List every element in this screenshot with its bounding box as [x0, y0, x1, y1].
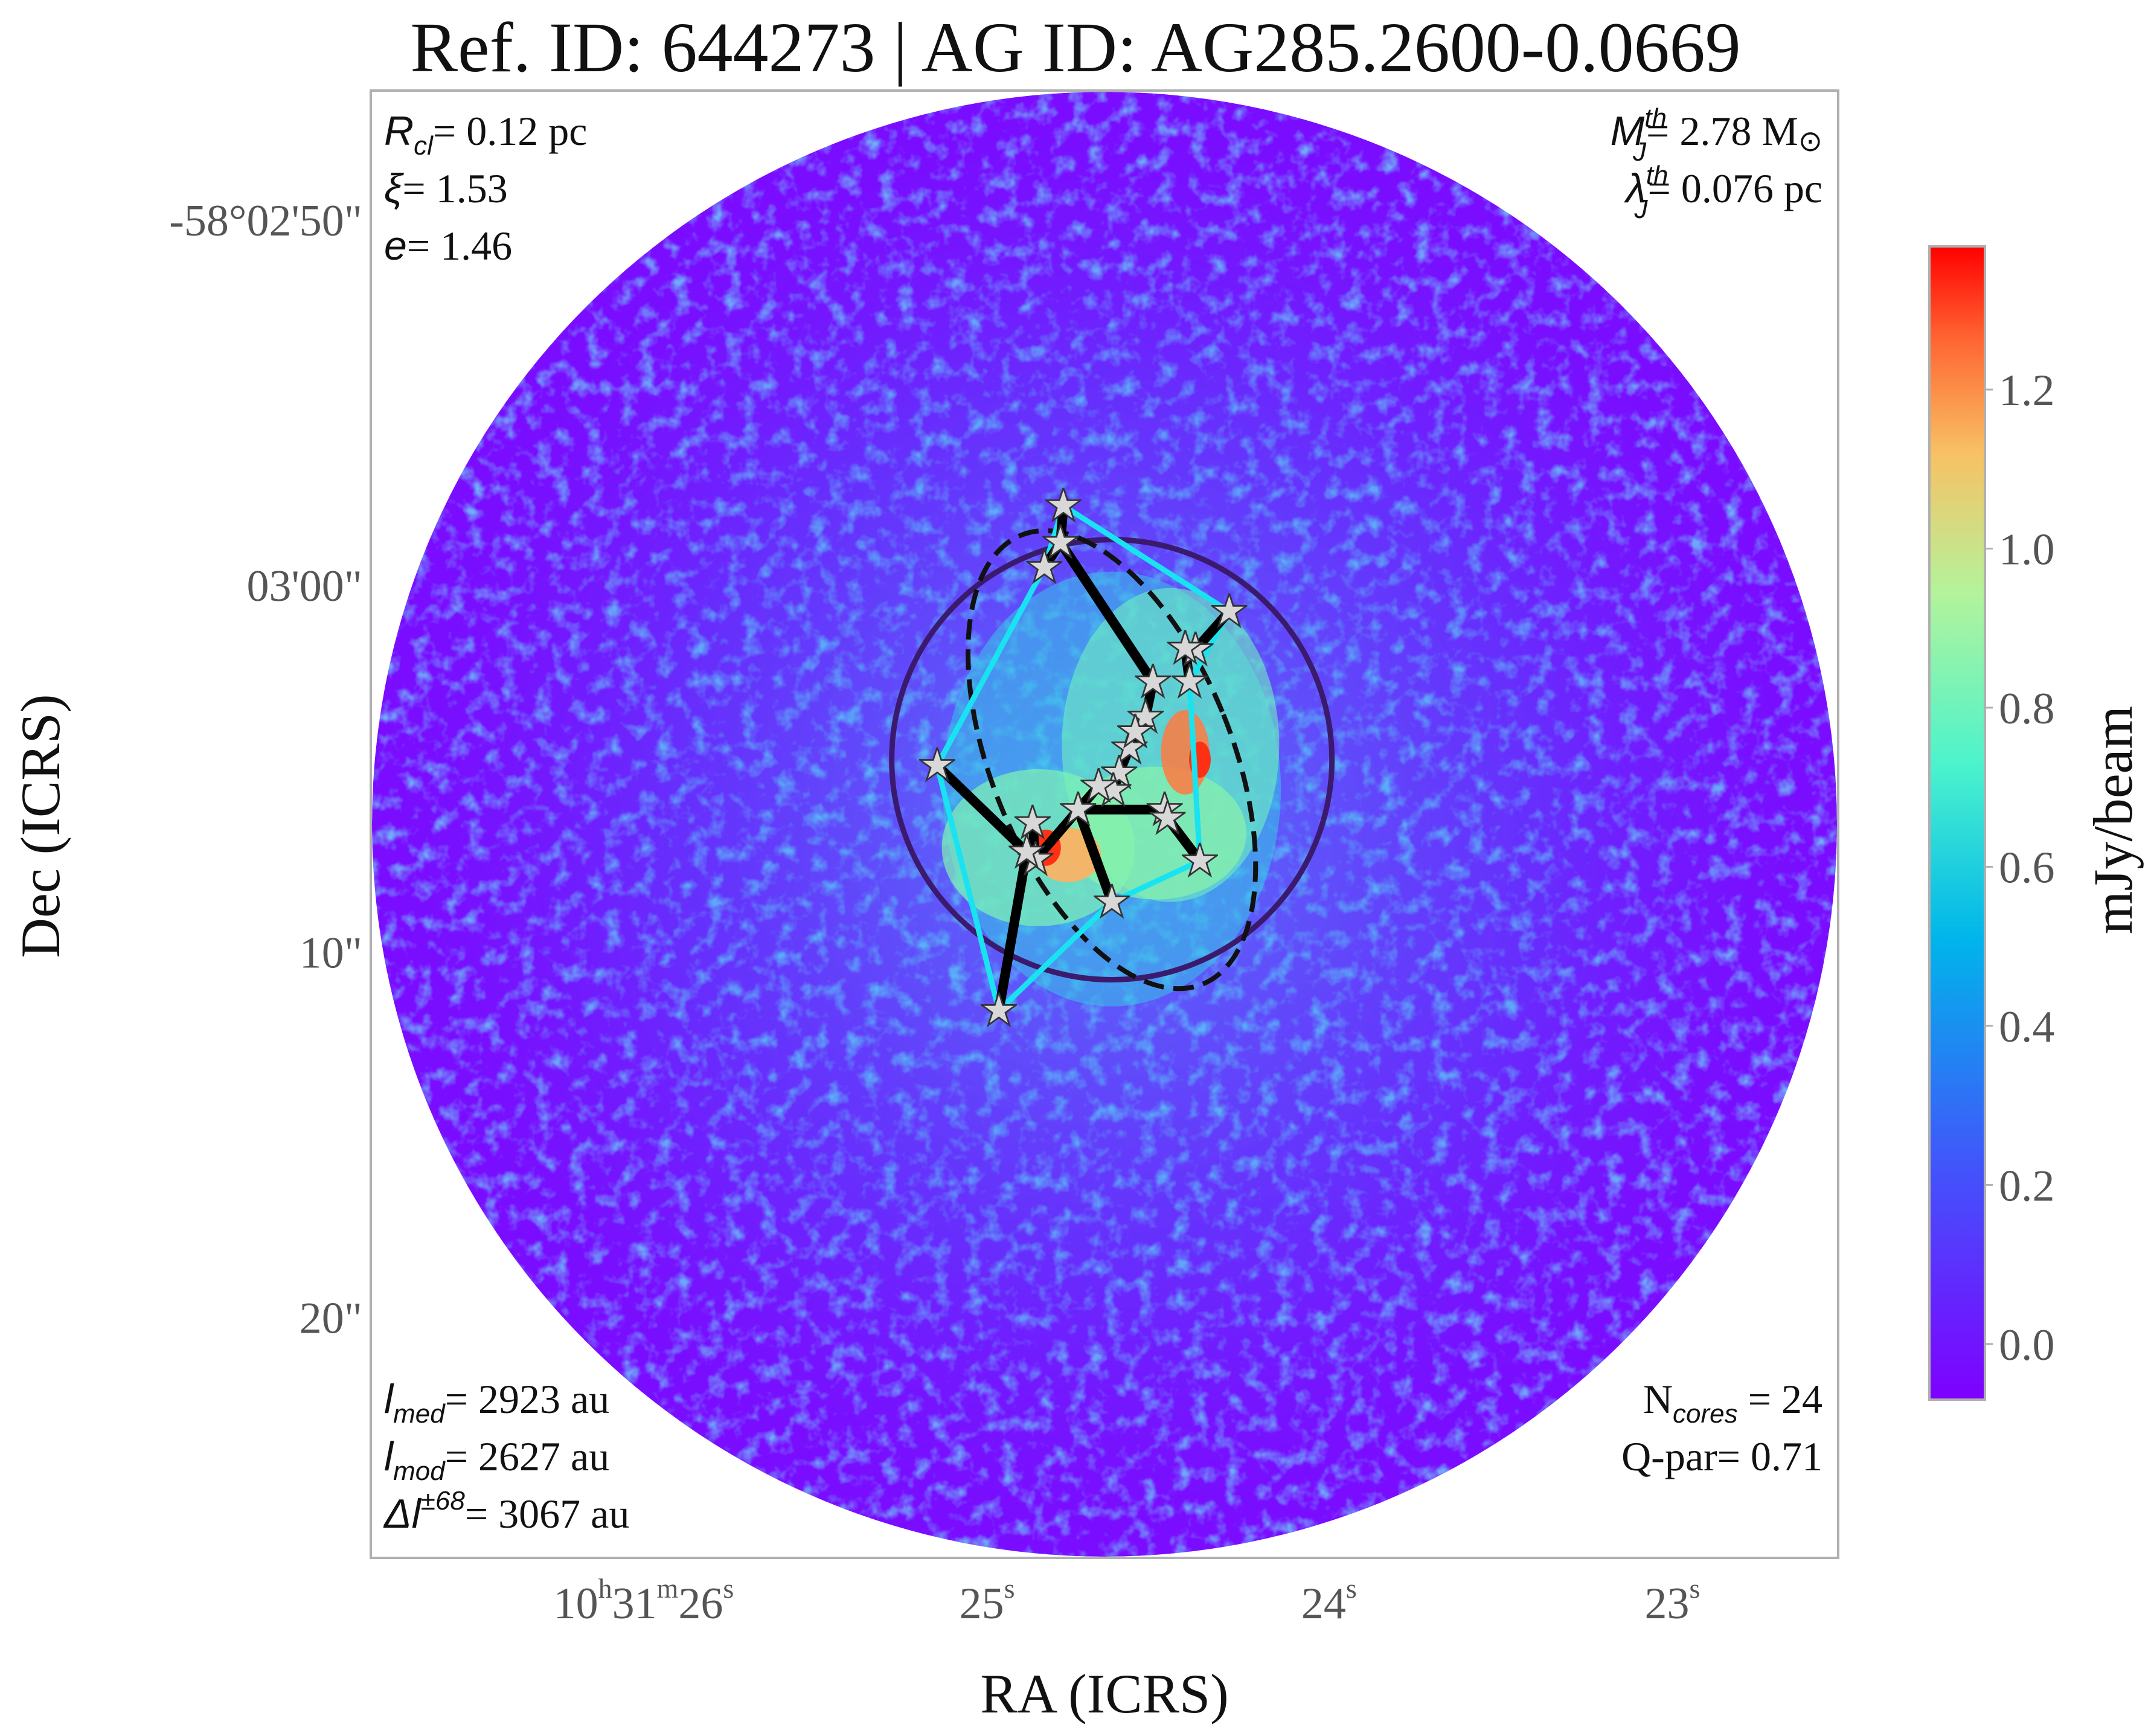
annotation-top-left: Rcl= 0.12 pc: [384, 108, 587, 161]
x-axis-label: RA (ICRS): [980, 1663, 1229, 1725]
annotation-top-left: ξ= 1.53: [384, 165, 508, 211]
x-tick-label: 24s: [1301, 1573, 1357, 1629]
annotation-bottom-right: Q-par= 0.71: [1621, 1433, 1822, 1479]
y-axis-label: Dec (ICRS): [10, 694, 71, 958]
annotation-bottom-left: lmed= 2923 au: [384, 1376, 609, 1429]
mst-edge: [932, 760, 1032, 857]
emission-map: [372, 92, 1837, 1557]
colorbar-tick-label: 0.2: [1999, 1161, 2055, 1211]
y-tick-label: 10": [300, 928, 362, 978]
colorbar-ticks: 0.0 0.2 0.4 0.6 0.8 1.0 1.2: [1985, 366, 2055, 1370]
annotation-top-left: e= 1.46: [384, 223, 512, 269]
colorbar-label: mJy/beam: [2082, 706, 2144, 934]
fitted-ellipse: [966, 528, 1258, 991]
mst-edge: [1056, 537, 1158, 687]
x-tick-label: 10h31m26s: [554, 1573, 734, 1629]
annotation-bottom-left: lmod= 2627 au: [384, 1433, 609, 1486]
colorbar-tick-label: 1.2: [1999, 366, 2055, 415]
x-tick-label: 25s: [960, 1573, 1015, 1629]
y-tick-label: 03'00": [246, 562, 362, 611]
chart-title: Ref. ID: 644273 | AG ID: AG285.2600-0.06…: [410, 8, 1740, 87]
annotation-bottom-right: Ncores = 24: [1643, 1376, 1822, 1429]
annotation-bottom-left: Δl±68= 3067 au: [383, 1486, 629, 1537]
core-stats-bottom-right: Ncores = 24Q-par= 0.71: [1621, 1376, 1822, 1479]
colorbar-tick-label: 0.8: [1999, 684, 2055, 734]
colorbar: 0.0 0.2 0.4 0.6 0.8 1.0 1.2 mJy/beam: [1928, 245, 2144, 1401]
jeans-stats-top-right: Mth J= 2.78 M⊙λth J= 0.076 pc: [1611, 103, 1822, 224]
annotation-top-right: Mth J= 2.78 M⊙: [1611, 103, 1822, 167]
y-tick-labels: -58°02'50" 03'00" 10" 20": [169, 196, 362, 1344]
plot-axes: [370, 89, 1839, 1559]
colorbar-tick-label: 0.4: [1999, 1002, 2055, 1052]
mst-edge: [1073, 804, 1117, 907]
x-tick-label: 23s: [1644, 1573, 1700, 1629]
x-tick-labels: 10h31m26s 25s 24s 23s: [554, 1573, 1701, 1629]
colorbar-gradient: [1928, 245, 1986, 1401]
annotation-top-right: λth J= 0.076 pc: [1623, 161, 1822, 224]
colorbar-tick-label: 1.0: [1999, 525, 2055, 575]
colorbar-tick-label: 0.0: [1999, 1321, 2055, 1370]
mst-edge: [994, 847, 1032, 1016]
colorbar-tick-label: 0.6: [1999, 843, 2055, 892]
overlay: [889, 487, 1335, 1027]
cluster-stats-top-left: Rcl= 0.12 pcξ= 1.53 e= 1.46: [384, 108, 587, 269]
y-tick-label: 20": [300, 1293, 362, 1343]
y-tick-label: -58°02'50": [169, 196, 362, 246]
